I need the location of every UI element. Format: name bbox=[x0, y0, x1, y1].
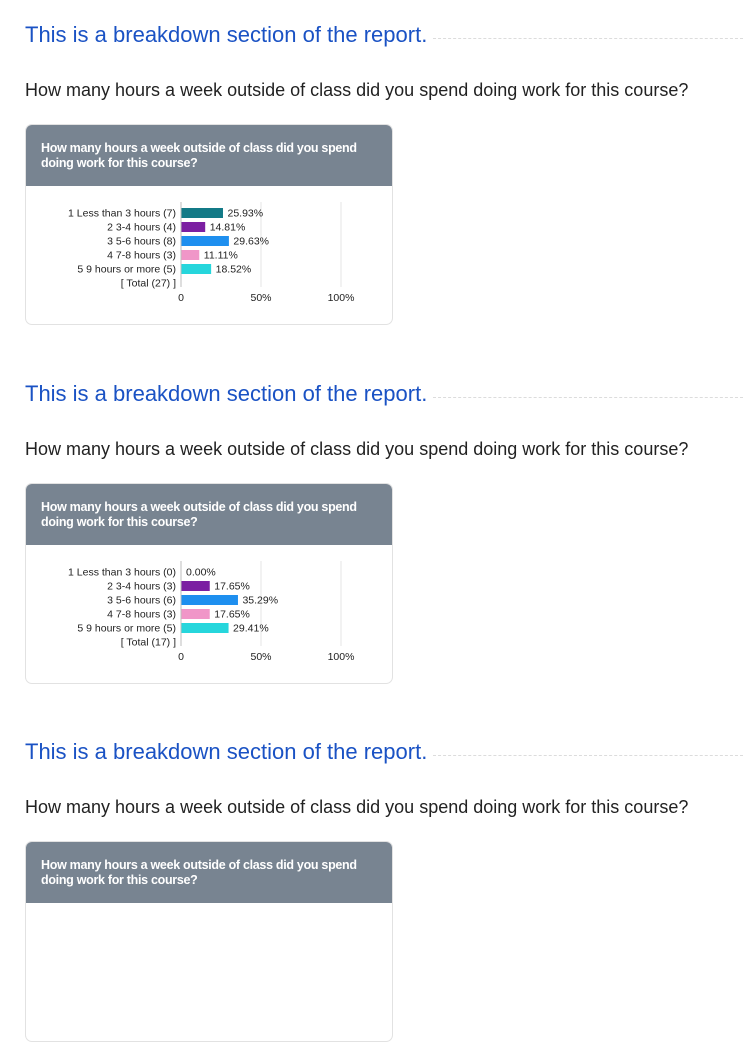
section-heading: This is a breakdown section of the repor… bbox=[25, 22, 428, 47]
data-label: 35.29% bbox=[242, 595, 278, 607]
total-label: [ Total (17) ] bbox=[121, 637, 176, 649]
chart-card-title: How many hours a week outside of class d… bbox=[41, 141, 357, 170]
category-label: 4 7-8 hours (3) bbox=[107, 250, 176, 262]
data-label: 29.41% bbox=[233, 623, 269, 635]
category-label: 3 5-6 hours (6) bbox=[107, 595, 176, 607]
heading-divider bbox=[433, 38, 743, 39]
category-label: 2 3-4 hours (3) bbox=[107, 581, 176, 593]
category-label: 2 3-4 hours (4) bbox=[107, 222, 176, 234]
x-tick-label: 0 bbox=[178, 651, 184, 663]
category-label: 4 7-8 hours (3) bbox=[107, 609, 176, 621]
chart-card: How many hours a week outside of class d… bbox=[25, 124, 393, 325]
heading-divider bbox=[433, 755, 743, 756]
x-tick-label: 100% bbox=[328, 292, 355, 304]
bar-chart: 1 Less than 3 hours (0) 0.00% 2 3-4 hours … bbox=[68, 561, 355, 663]
data-label: 0.00% bbox=[186, 567, 216, 579]
bar bbox=[181, 250, 200, 260]
x-tick-label: 100% bbox=[328, 651, 355, 663]
question-text: How many hours a week outside of class d… bbox=[25, 439, 689, 459]
section-heading: This is a breakdown section of the repor… bbox=[25, 381, 428, 406]
x-tick-label: 0 bbox=[178, 292, 184, 304]
bar bbox=[181, 222, 206, 232]
chart-card-header: How many hours a week outside of class d… bbox=[26, 842, 392, 903]
heading-divider bbox=[433, 397, 743, 398]
category-label: 3 5-6 hours (8) bbox=[107, 236, 176, 248]
chart-card-header: How many hours a week outside of class d… bbox=[26, 484, 392, 545]
data-label: 25.93% bbox=[227, 208, 263, 220]
bar bbox=[181, 581, 210, 591]
report-section-1: This is a breakdown section of the repor… bbox=[0, 0, 743, 359]
data-label: 18.52% bbox=[216, 264, 252, 276]
report-section-2: This is a breakdown section of the repor… bbox=[0, 359, 743, 718]
x-tick-label: 50% bbox=[250, 651, 271, 663]
bar bbox=[181, 236, 229, 246]
bar bbox=[181, 264, 212, 274]
bar bbox=[181, 208, 223, 218]
chart-card-title: How many hours a week outside of class d… bbox=[41, 500, 357, 529]
question-text: How many hours a week outside of class d… bbox=[25, 797, 689, 817]
data-label: 11.11% bbox=[204, 250, 238, 262]
bar bbox=[181, 623, 229, 633]
category-label: 5 9 hours or more (5) bbox=[77, 623, 176, 635]
category-label: 1 Less than 3 hours (7) bbox=[68, 208, 176, 220]
category-label: 5 9 hours or more (5) bbox=[77, 264, 176, 276]
bar bbox=[181, 609, 210, 619]
chart-card-title: How many hours a week outside of class d… bbox=[41, 858, 357, 887]
data-label: 29.63% bbox=[233, 236, 269, 248]
section-heading: This is a breakdown section of the repor… bbox=[25, 739, 428, 764]
x-tick-label: 50% bbox=[250, 292, 271, 304]
bar-chart: 1 Less than 3 hours (7) 25.93% 2 3-4 hours… bbox=[68, 202, 355, 304]
category-label: 1 Less than 3 hours (0) bbox=[68, 567, 176, 579]
chart-card: How many hours a week outside of class d… bbox=[25, 483, 393, 684]
bar bbox=[181, 595, 238, 605]
report-section-3: This is a breakdown section of the repor… bbox=[0, 717, 743, 1042]
data-label: 14.81% bbox=[210, 222, 246, 234]
question-text: How many hours a week outside of class d… bbox=[25, 80, 689, 100]
chart-card: How many hours a week outside of class d… bbox=[25, 841, 393, 1042]
data-label: 17.65% bbox=[214, 609, 250, 621]
chart-card-header: How many hours a week outside of class d… bbox=[26, 125, 392, 186]
data-label: 17.65% bbox=[214, 581, 250, 593]
total-label: [ Total (27) ] bbox=[121, 278, 176, 290]
